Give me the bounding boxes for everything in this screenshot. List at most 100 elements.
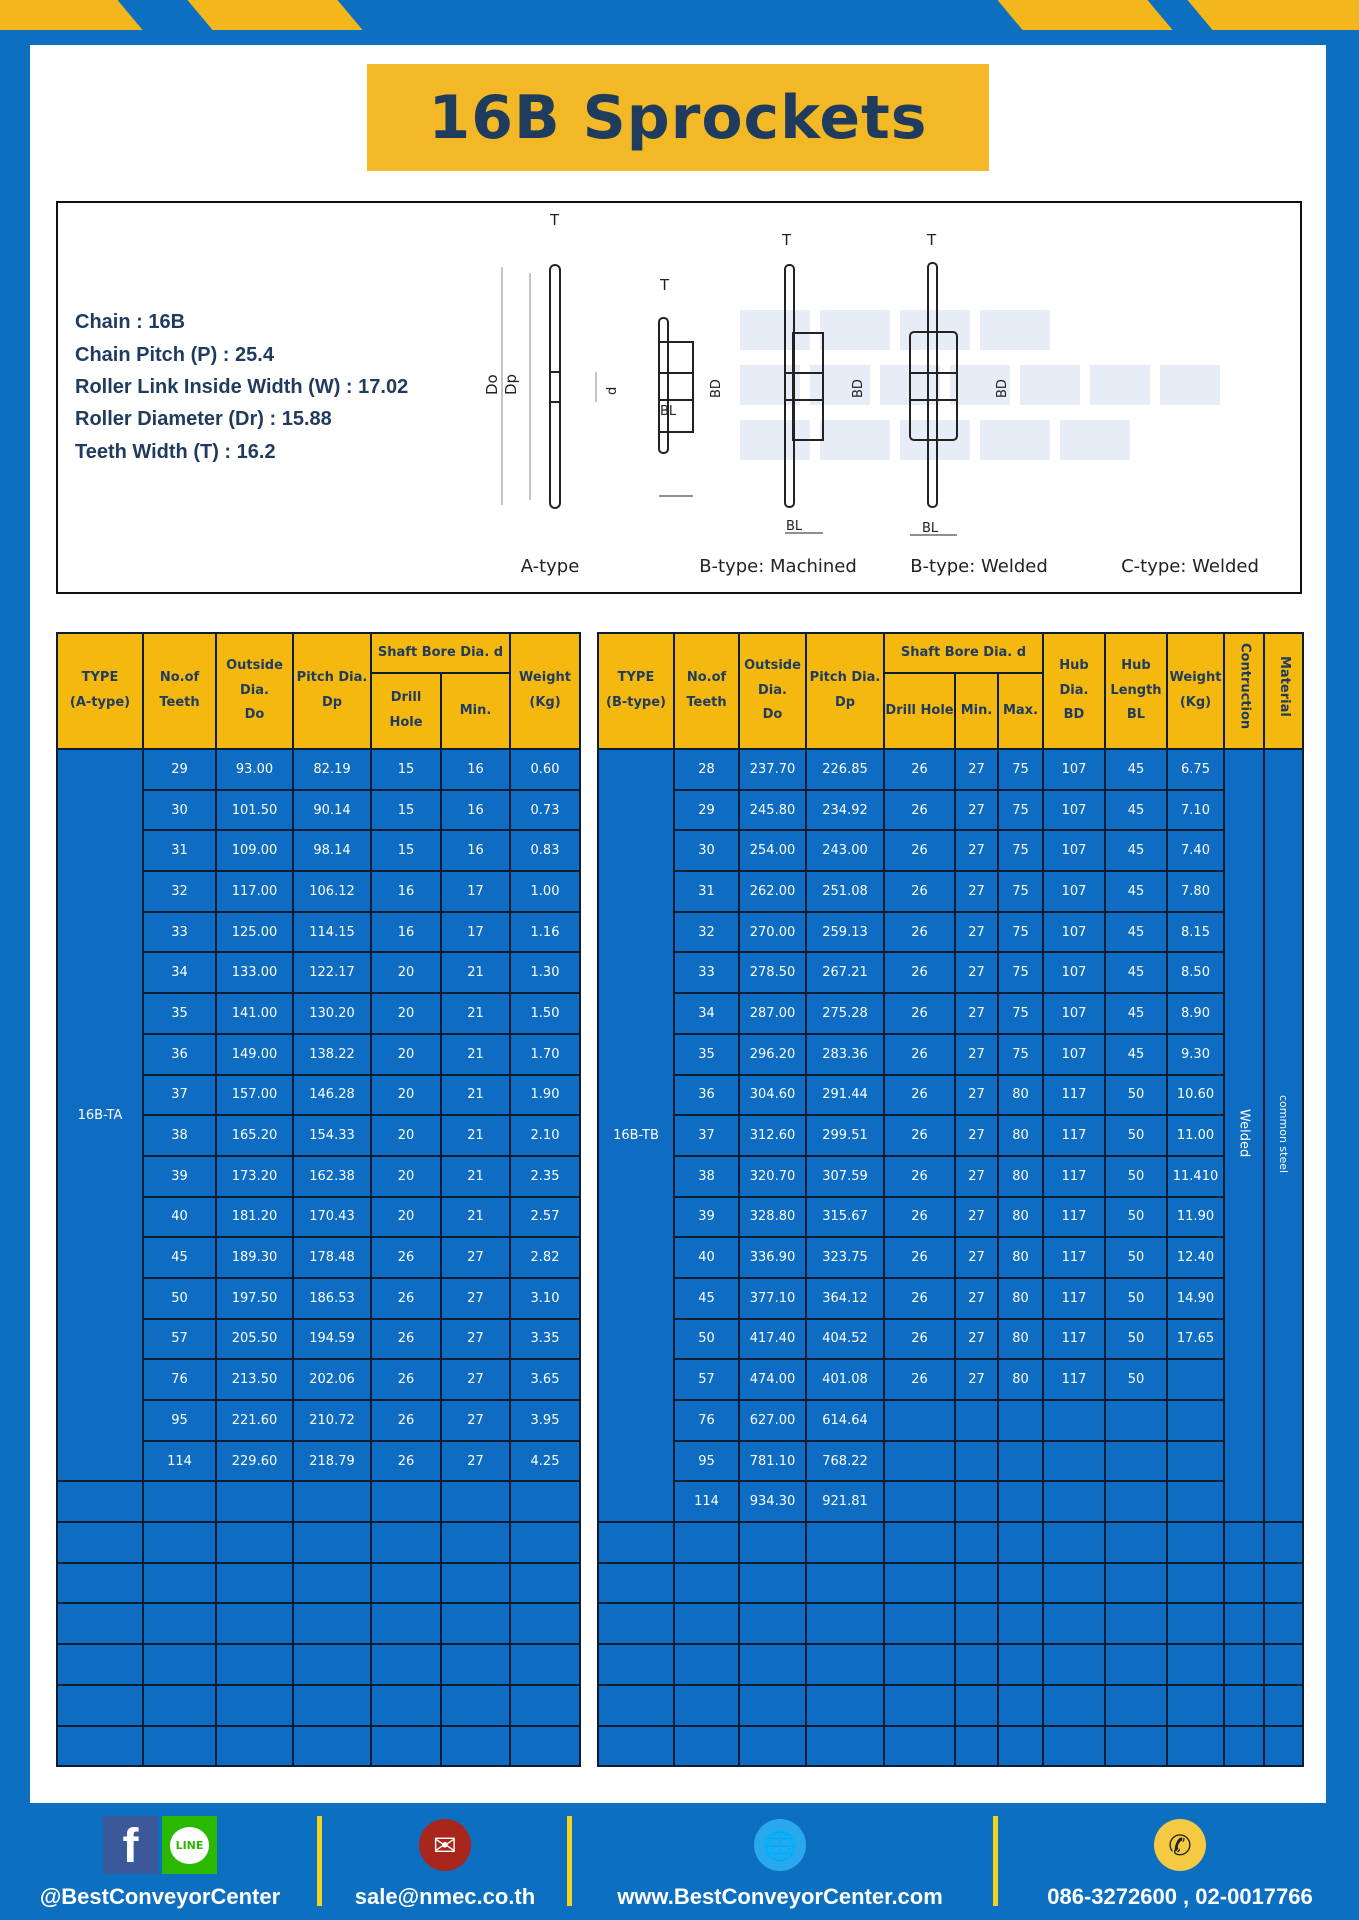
empty-cell	[56, 1724, 144, 1768]
data-cell: 57	[673, 1358, 740, 1401]
phone-numbers[interactable]: 086-3272600 , 02-0017766	[1047, 1884, 1313, 1909]
table-row: 45 189.30 178.48 26 27 2.82	[57, 1236, 582, 1279]
data-cell: 218.79	[292, 1439, 372, 1483]
table-row: 39 173.20 162.38 20 21 2.35	[57, 1154, 582, 1198]
data-cell: 50	[142, 1276, 217, 1320]
empty-cell	[805, 1561, 885, 1605]
website-link[interactable]: www.BestConveyorCenter.com	[617, 1884, 943, 1909]
empty-cell	[292, 1480, 372, 1524]
divider	[993, 1816, 998, 1906]
header-min: Min.	[954, 672, 999, 750]
diagram-box	[56, 201, 1302, 594]
spec-roller-diameter: Roller Diameter (Dr) : 15.88	[75, 408, 332, 430]
table-row: 40 181.20 170.43 20 21 2.57	[57, 1195, 582, 1239]
data-cell: 3.65	[509, 1358, 582, 1401]
empty-row	[597, 1643, 1304, 1686]
data-cell: 226.85	[805, 748, 885, 791]
data-cell: 27	[439, 1276, 512, 1320]
data-cell: 31	[142, 829, 217, 873]
empty-cell	[370, 1521, 442, 1564]
empty-cell	[1223, 1521, 1265, 1564]
empty-cell	[1104, 1561, 1168, 1605]
data-cell: 26	[370, 1358, 442, 1401]
footer-website[interactable]: 🌐 www.BestConveyorCenter.com	[580, 1806, 980, 1920]
empty-cell	[597, 1683, 675, 1727]
data-cell: 267.21	[805, 951, 885, 995]
data-cell: 3.10	[509, 1276, 582, 1320]
data-cell: 95	[673, 1439, 740, 1483]
header-shaft-bore: Shaft Bore Dia. d	[369, 632, 512, 674]
data-cell: 122.17	[292, 951, 372, 995]
footer-social[interactable]: f LINE @BestConveyorCenter	[20, 1806, 300, 1920]
data-cell: 243.00	[805, 829, 885, 873]
data-cell: 2.57	[509, 1195, 582, 1239]
data-cell: 173.20	[215, 1154, 294, 1198]
empty-cell	[292, 1724, 372, 1768]
data-cell: 32	[673, 910, 740, 954]
empty-cell	[597, 1724, 675, 1768]
empty-cell	[215, 1683, 294, 1727]
empty-row	[56, 1561, 582, 1605]
data-cell: 2.82	[509, 1236, 582, 1279]
empty-cell	[673, 1561, 740, 1605]
data-cell: 12.40	[1166, 1236, 1225, 1279]
data-cell: 27	[954, 1032, 999, 1076]
data-cell: 26	[883, 951, 956, 995]
data-cell: 50	[1104, 1154, 1168, 1198]
data-cell: 27	[954, 1276, 999, 1320]
data-cell	[997, 1439, 1044, 1483]
data-cell: 149.00	[215, 1032, 294, 1076]
data-cell: 107	[1042, 910, 1106, 954]
email-link[interactable]: sale@nmec.co.th	[354, 1884, 536, 1909]
dim-bd: BD	[709, 379, 724, 398]
data-cell: 27	[954, 910, 999, 954]
social-handle[interactable]: @BestConveyorCenter	[39, 1884, 281, 1909]
empty-cell	[954, 1683, 999, 1727]
header-pitch-dia: Pitch Dia. Dp	[805, 632, 885, 750]
data-cell: 27	[439, 1317, 512, 1361]
data-cell: 39	[142, 1154, 217, 1198]
data-cell: 82.19	[292, 748, 372, 791]
email-icon: ✉	[419, 1819, 471, 1871]
data-cell: 27	[954, 1236, 999, 1279]
footer-phone[interactable]: ✆ 086-3272600 , 02-0017766	[1005, 1806, 1355, 1920]
data-cell: 27	[954, 748, 999, 791]
data-cell: 364.12	[805, 1276, 885, 1320]
empty-cell	[1263, 1561, 1304, 1605]
sprocket-diagrams: T T T T Do Dp BL BL BL d BD BD BD A-type…	[483, 211, 1259, 577]
data-cell: 93.00	[215, 748, 294, 791]
header-outside-dia: Outside Dia. Do	[215, 632, 294, 750]
empty-cell	[215, 1602, 294, 1646]
empty-cell	[142, 1480, 217, 1524]
empty-cell	[1104, 1643, 1168, 1686]
header-teeth: No.of Teeth	[673, 632, 740, 750]
empty-cell	[215, 1643, 294, 1686]
footer-email[interactable]: ✉ sale@nmec.co.th	[330, 1806, 560, 1920]
data-cell: 33	[142, 910, 217, 954]
data-cell: 26	[370, 1317, 442, 1361]
data-cell: 27	[954, 951, 999, 995]
facebook-icon[interactable]: f	[103, 1816, 158, 1874]
empty-cell	[1166, 1683, 1225, 1727]
line-icon[interactable]: LINE	[162, 1816, 217, 1874]
empty-cell	[1166, 1602, 1225, 1646]
empty-cell	[292, 1602, 372, 1646]
empty-cell	[439, 1724, 512, 1768]
table-row: 37 312.60 299.51 26 27 80 117 50 11.00	[598, 1114, 1303, 1157]
data-cell: 75	[997, 910, 1044, 954]
data-cell	[883, 1480, 956, 1524]
data-cell: 38	[673, 1154, 740, 1198]
data-cell: 921.81	[805, 1480, 885, 1524]
data-cell: 1.30	[509, 951, 582, 995]
data-cell: 117	[1042, 1317, 1106, 1361]
data-cell: 26	[883, 829, 956, 873]
data-cell: 11.410	[1166, 1154, 1225, 1198]
data-cell	[1104, 1480, 1168, 1524]
data-cell: 98.14	[292, 829, 372, 873]
data-cell: 21	[439, 1073, 512, 1117]
data-cell: 2.10	[509, 1114, 582, 1157]
data-cell: 21	[439, 992, 512, 1035]
empty-row	[597, 1724, 1304, 1768]
empty-cell	[439, 1602, 512, 1646]
data-cell: 20	[370, 1195, 442, 1239]
